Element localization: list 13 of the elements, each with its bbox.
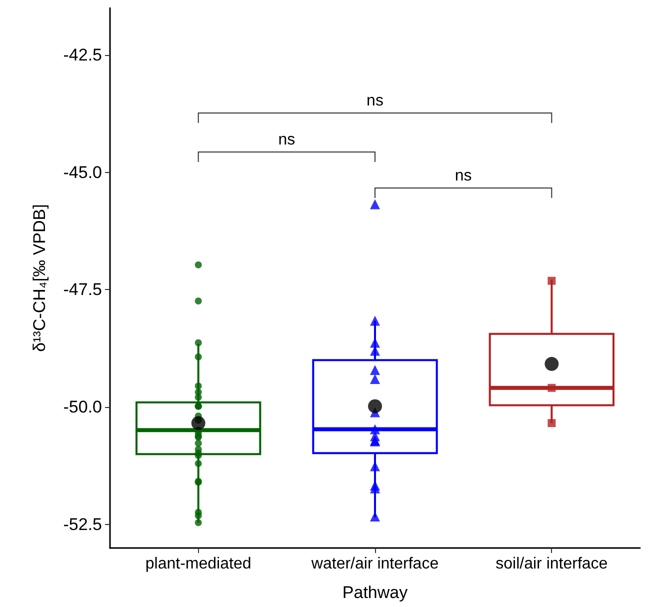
annotation: ns bbox=[278, 132, 296, 148]
y-axis-title: δ¹³C-CH₄[‰ VPDB] bbox=[30, 204, 49, 352]
x-axis-title: Pathway bbox=[342, 583, 408, 602]
x-tick-label: water/air interface bbox=[310, 556, 439, 572]
y-tick-label: -50.0 bbox=[63, 398, 102, 417]
x-tick-label: soil/air interface bbox=[496, 556, 608, 572]
y-tick-label: -52.5 bbox=[63, 515, 102, 534]
y-tick-label: -42.5 bbox=[63, 45, 102, 64]
annotation: ns bbox=[366, 92, 384, 110]
y-tick-label: -45.0 bbox=[63, 162, 102, 182]
x-tick-label: plant-mediated bbox=[145, 556, 252, 572]
annotation: ns bbox=[454, 168, 472, 184]
y-tick-label: -47.5 bbox=[63, 280, 102, 300]
